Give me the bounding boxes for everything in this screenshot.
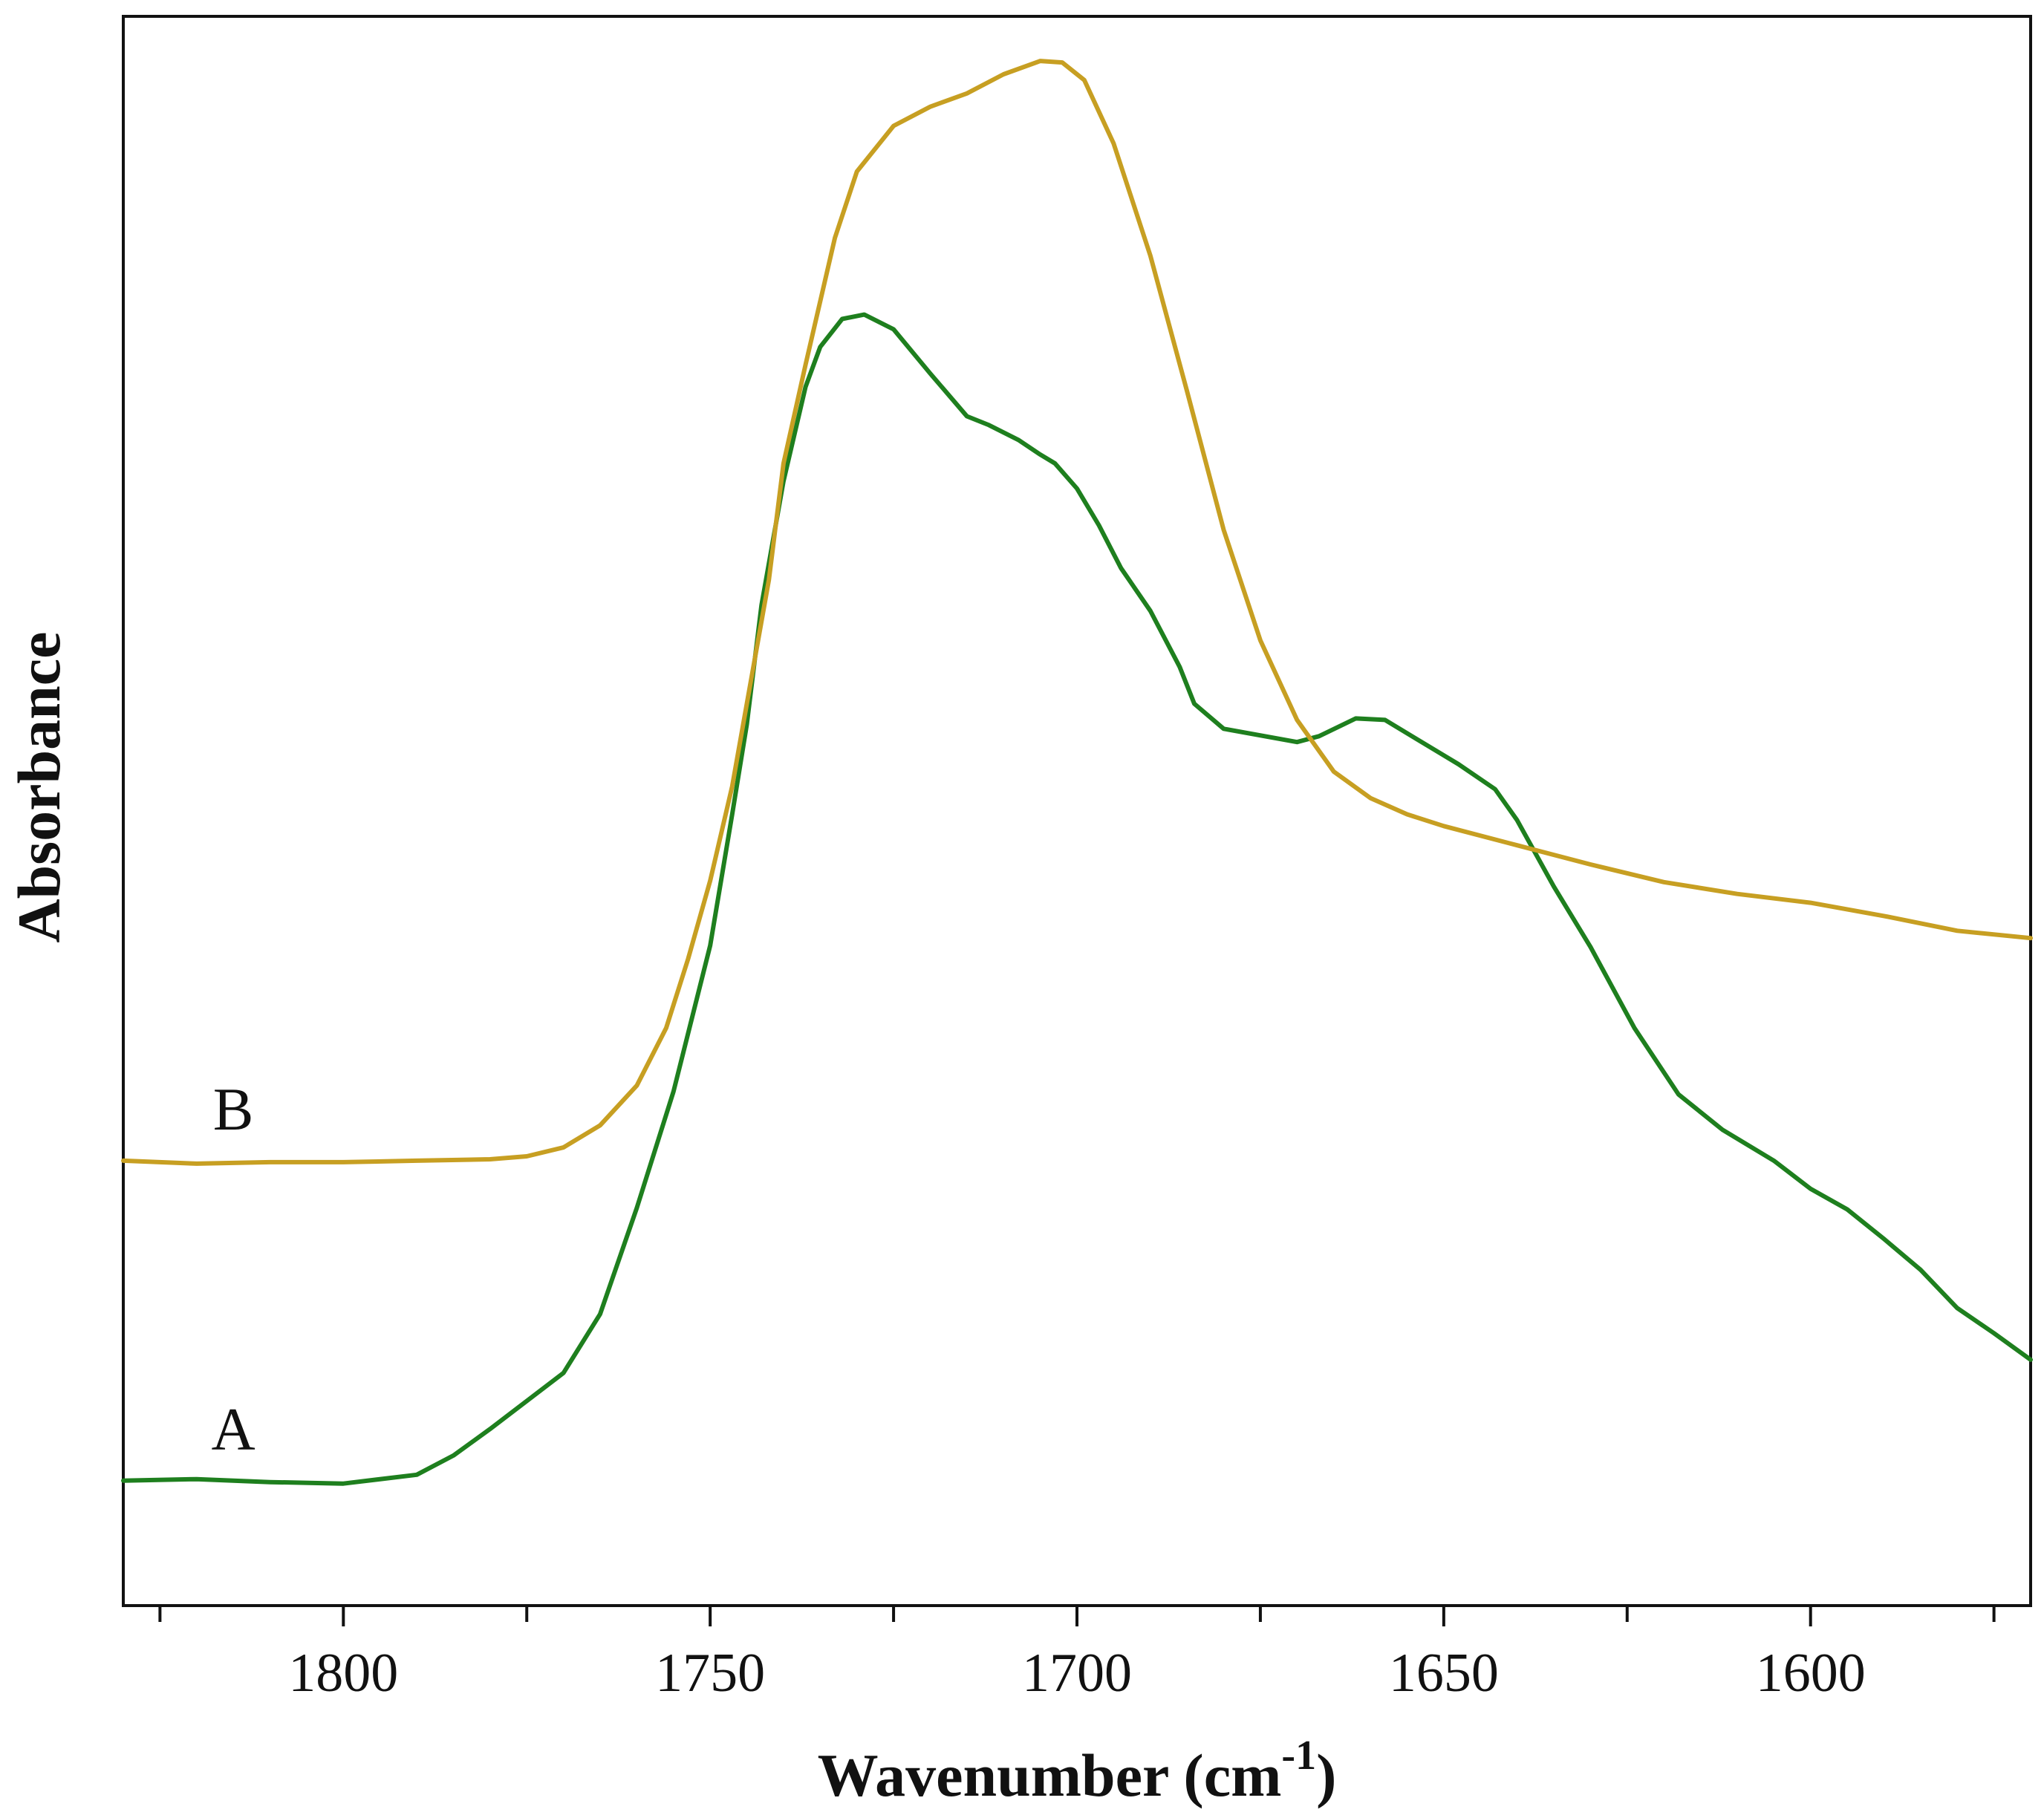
y-axis-title: Absorbance [5, 631, 73, 942]
x-axis-title-main: Wavenumber (cm [818, 1742, 1282, 1809]
x-axis-title-superscript: -1 [1281, 1733, 1316, 1779]
x-axis-ticks [158, 1606, 1996, 1626]
series-label-b: B [213, 1075, 254, 1143]
x-axis-tick-labels: 1800 1750 1700 1650 1600 [288, 1643, 1865, 1704]
x-axis-title: Wavenumber (cm-1) [818, 1733, 1337, 1809]
x-tick-label: 1800 [288, 1643, 398, 1704]
x-tick-label: 1600 [1756, 1643, 1866, 1704]
x-tick-label: 1750 [655, 1643, 765, 1704]
series-line-a [121, 312, 2033, 1486]
x-tick-label: 1650 [1389, 1643, 1499, 1704]
series-line-b [121, 59, 2033, 1166]
series-lines [121, 59, 2033, 1486]
plot-frame [122, 15, 2032, 1607]
x-tick-label: 1700 [1022, 1643, 1132, 1704]
x-axis-title-suffix: ) [1316, 1742, 1336, 1809]
series-labels: AB [212, 1075, 256, 1463]
series-label-a: A [212, 1395, 256, 1463]
